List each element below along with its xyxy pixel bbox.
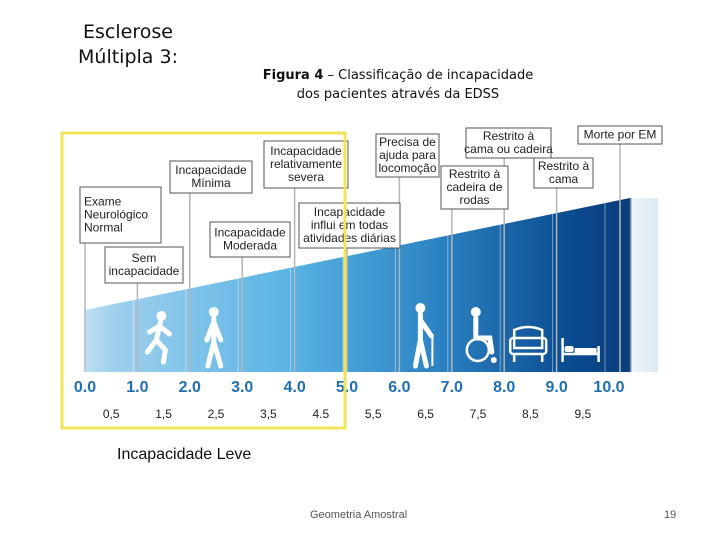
stage-label-line: ajuda para — [379, 148, 436, 162]
stage-label-box: Morte por EM — [577, 125, 663, 145]
stage-box-frame — [465, 127, 552, 159]
footer-text: Geometria Amostral — [310, 509, 408, 521]
stage-box-frame — [169, 160, 253, 194]
half-score-label: 0,5 — [103, 407, 120, 421]
bed-icon — [561, 338, 600, 362]
stage-label-line: Incapacidade — [314, 205, 386, 219]
label-connectors — [84, 144, 621, 372]
stage-label-boxes: ExameNeurológicoNormalSemincapacidadeInc… — [79, 125, 663, 284]
half-score-label: 2,5 — [208, 407, 225, 421]
walking-person-icon — [204, 307, 224, 369]
armchair-icon — [508, 325, 548, 362]
half-score-label: 4.5 — [312, 407, 329, 421]
stage-label-line: Normal — [84, 221, 123, 235]
stage-label-line: Mínima — [191, 176, 231, 190]
stage-box-frame — [440, 165, 509, 210]
integer-score-label: 7.0 — [441, 379, 463, 396]
stage-label-line: cama — [549, 172, 579, 186]
figure-label: Figura 4 — [262, 68, 324, 83]
stage-label-line: Moderada — [223, 239, 277, 253]
figure-caption: Figura 4 – Classificação de incapacidade… — [238, 66, 558, 104]
half-score-marks: 0,5 1,5 2,5 3,5 4.5 5,5 6,5 7,5 8,5 9,5 — [103, 407, 592, 421]
running-person-icon — [144, 311, 172, 365]
stage-box-frame — [577, 125, 663, 145]
stage-label-line: incapacidade — [109, 264, 180, 278]
half-score-label: 7,5 — [470, 407, 487, 421]
stage-label-line: locomoção — [378, 161, 436, 175]
half-score-label: 5,5 — [365, 407, 382, 421]
integer-score-marks: 0.0 1.0 2.0 3.0 4.0 5.0 6.0 7.0 8.0 9.0 10.0 — [74, 379, 625, 396]
figure-caption-text: – Classificação de incapacidade — [323, 68, 534, 83]
stage-label-line: Incapacidade — [270, 144, 342, 158]
wheelchair-icon — [465, 307, 497, 363]
stage-label-line: rodas — [459, 193, 489, 207]
integer-score-label: 0.0 — [74, 379, 96, 396]
stage-label-line: Restrito à — [538, 159, 590, 173]
stage-label-line: Incapacidade — [214, 226, 286, 240]
integer-score-label: 8.0 — [493, 379, 515, 396]
stage-label-line: Incapacidade — [175, 163, 247, 177]
stage-label-line: severa — [288, 170, 324, 184]
stage-box-frame — [104, 246, 184, 284]
stage-label-line: cadeira de — [446, 180, 502, 194]
legend-mild-disability: Incapacidade Leve — [117, 446, 252, 463]
integer-score-label: 9.0 — [545, 379, 567, 396]
stage-label-line: Neurológico — [84, 208, 148, 222]
stage-label-line: relativamente — [270, 157, 342, 171]
stage-label-line: cama ou cadeira — [464, 142, 553, 156]
slide-title-line-1: Esclerose — [83, 21, 173, 43]
stage-label-line: Precisa de — [379, 135, 436, 149]
slide-title-line-2: Múltipla 3: — [78, 46, 178, 68]
integer-score-label: 5.0 — [336, 379, 358, 396]
half-score-label: 3,5 — [260, 407, 277, 421]
stage-label-line: Sem — [132, 251, 157, 265]
stage-box-frame — [375, 133, 440, 178]
half-score-label: 6,5 — [417, 407, 434, 421]
stage-icons — [144, 303, 600, 369]
integer-score-label: 4.0 — [283, 379, 305, 396]
half-score-label: 9,5 — [574, 407, 591, 421]
stage-label-line: influi em todas — [311, 218, 388, 232]
stage-box-frame — [263, 140, 349, 189]
ramp-stripes — [132, 203, 606, 372]
stage-label-line: Exame — [84, 195, 122, 209]
figure-caption-line-2: dos pacientes através da EDSS — [296, 87, 500, 102]
stage-label-line: Morte por EM — [584, 128, 657, 142]
integer-score-label: 2.0 — [179, 379, 201, 396]
integer-score-label: 6.0 — [388, 379, 410, 396]
stage-label-line: Restrito à — [449, 167, 501, 181]
stage-label-line: atividades diárias — [303, 231, 396, 245]
half-score-label: 1,5 — [155, 407, 172, 421]
page-number: 19 — [664, 509, 677, 521]
stage-box-frame — [298, 202, 401, 249]
stage-box-frame — [79, 186, 162, 244]
stage-label-line: Restrito à — [483, 129, 535, 143]
cane-person-icon — [412, 303, 434, 369]
half-score-label: 8,5 — [522, 407, 539, 421]
stage-box-frame — [533, 157, 594, 189]
mild-disability-highlight — [60, 131, 347, 430]
integer-score-label: 10.0 — [593, 379, 624, 396]
stage-box-frame — [209, 221, 291, 258]
integer-score-label: 3.0 — [231, 379, 253, 396]
integer-score-label: 1.0 — [126, 379, 148, 396]
slide-title: Esclerose Múltipla 3: — [58, 20, 198, 70]
